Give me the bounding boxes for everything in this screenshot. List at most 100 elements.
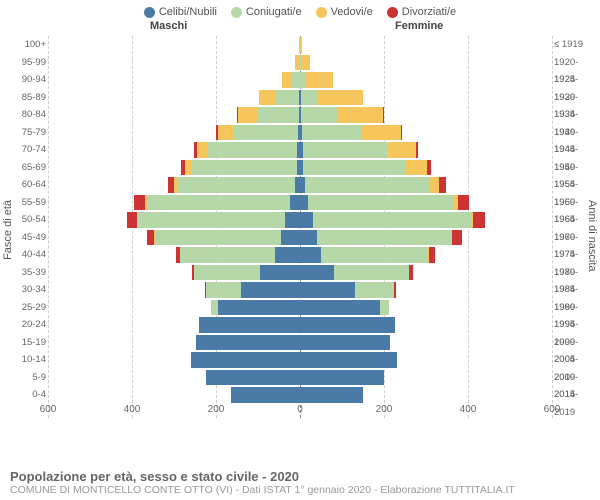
legend: Celibi/NubiliConiugati/eVedovi/eDivorzia… [0, 0, 600, 20]
pyramid-row [48, 90, 552, 106]
bar-segment [257, 107, 299, 123]
age-tick: 15-19 [2, 334, 46, 352]
year-tick: 1965-1969 [554, 211, 598, 229]
bar-segment [147, 195, 290, 211]
female-bar [300, 352, 397, 368]
y-axis-year: ≤ 19191920-19241925-19291930-19341935-19… [554, 36, 598, 404]
female-bar [300, 317, 395, 333]
female-bar [300, 107, 384, 123]
bar-segment [301, 107, 337, 123]
bar-segment [238, 107, 257, 123]
female-bar [300, 300, 389, 316]
year-tick: 1955-1959 [554, 176, 598, 194]
pyramid-row [48, 387, 552, 403]
age-tick: 45-49 [2, 229, 46, 247]
y-axis-age: 100+95-9990-9485-8980-8475-7970-7465-696… [2, 36, 46, 404]
pyramid-row [48, 125, 552, 141]
year-tick: 1980-1984 [554, 264, 598, 282]
pyramid-row [48, 230, 552, 246]
legend-item: Divorziati/e [387, 6, 456, 18]
age-tick: 25-29 [2, 299, 46, 317]
female-bar [300, 37, 302, 53]
bar-segment [337, 107, 383, 123]
bar-segment [394, 282, 395, 298]
female-bar [300, 125, 402, 141]
pyramid-row [48, 72, 552, 88]
pyramid-row [48, 195, 552, 211]
bar-segment [313, 212, 471, 228]
bar-segment [218, 300, 300, 316]
footer: Popolazione per età, sesso e stato civil… [10, 469, 590, 496]
legend-swatch [316, 7, 327, 18]
bar-segment [429, 247, 435, 263]
chart-area: 100+95-9990-9485-8980-8475-7970-7465-696… [48, 36, 552, 416]
bar-segment [196, 335, 300, 351]
male-bar [194, 142, 300, 158]
pyramid-row [48, 317, 552, 333]
bar-segment [305, 72, 332, 88]
bar-segment [361, 125, 401, 141]
age-tick: 35-39 [2, 264, 46, 282]
age-tick: 100+ [2, 36, 46, 54]
female-bar [300, 55, 310, 71]
year-tick: 2005-2009 [554, 351, 598, 369]
age-tick: 10-14 [2, 351, 46, 369]
legend-swatch [387, 7, 398, 18]
female-bar [300, 230, 462, 246]
year-tick: 1995-1999 [554, 316, 598, 334]
chart-subtitle: COMUNE DI MONTICELLO CONTE OTTO (VI) - D… [10, 484, 590, 496]
age-tick: 50-54 [2, 211, 46, 229]
female-bar [300, 212, 485, 228]
pyramid-row [48, 247, 552, 263]
chart-title: Popolazione per età, sesso e stato civil… [10, 469, 590, 484]
female-bar [300, 90, 363, 106]
bar-segment [155, 230, 281, 246]
pyramid-row [48, 55, 552, 71]
age-tick: 70-74 [2, 141, 46, 159]
bar-segment [300, 370, 384, 386]
bar-segment [452, 230, 461, 246]
bar-segment [211, 300, 219, 316]
gridline [552, 36, 553, 418]
bar-segment [439, 177, 445, 193]
female-bar [300, 177, 446, 193]
bar-segment [282, 72, 293, 88]
bar-segment [473, 212, 485, 228]
bar-segment [300, 282, 355, 298]
legend-label: Divorziati/e [402, 6, 456, 18]
bar-segment [285, 212, 300, 228]
x-tick: 200 [208, 404, 225, 415]
year-tick: 2000-2004 [554, 334, 598, 352]
female-bar [300, 335, 390, 351]
bar-segment [276, 90, 299, 106]
bar-segment [206, 370, 301, 386]
bar-segment [231, 387, 300, 403]
bar-segment [300, 265, 334, 281]
male-bar [199, 317, 300, 333]
year-tick: 1935-1939 [554, 106, 598, 124]
female-bar [300, 160, 431, 176]
bar-segment [321, 247, 428, 263]
x-tick: 600 [40, 404, 57, 415]
bar-segment [301, 55, 310, 71]
bar-segment [305, 177, 429, 193]
bar-segment [134, 195, 145, 211]
male-bar [191, 352, 300, 368]
bar-segment [308, 195, 453, 211]
year-tick: 1975-1979 [554, 246, 598, 264]
bar-segment [233, 125, 298, 141]
bar-segment [192, 160, 297, 176]
bar-segment [191, 352, 300, 368]
bar-segment [300, 195, 308, 211]
male-bar [134, 195, 300, 211]
year-tick: 1940-1944 [554, 124, 598, 142]
legend-item: Celibi/Nubili [144, 6, 217, 18]
bar-segment [380, 300, 389, 316]
x-axis: 6004002000200400600 [48, 404, 552, 418]
male-bar [259, 90, 300, 106]
pyramid-row [48, 352, 552, 368]
bar-segment [303, 160, 406, 176]
bar-segment [429, 177, 440, 193]
year-tick: ≤ 1919 [554, 36, 598, 54]
female-bar [300, 265, 413, 281]
